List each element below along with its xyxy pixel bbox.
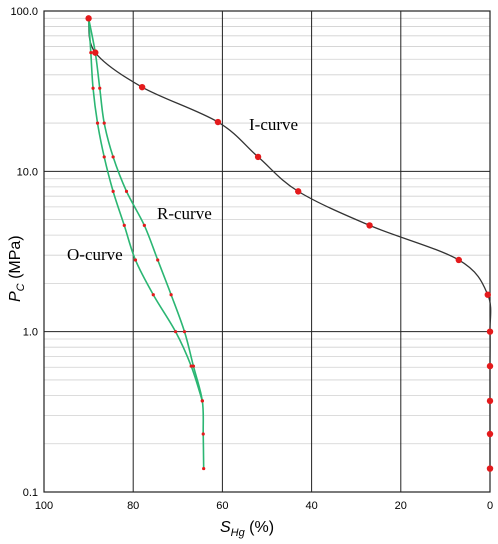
y-tick-label: 100.0 — [10, 6, 38, 18]
o-curve-label: O-curve — [67, 245, 123, 264]
plot-border — [43, 10, 491, 493]
i-curve-point — [486, 397, 494, 405]
x-tick-label: 80 — [127, 500, 139, 512]
y-tick-label: 0.1 — [23, 487, 38, 499]
r-curve-point — [102, 121, 106, 125]
o-curve-point — [122, 223, 126, 228]
o-curve-point — [200, 399, 204, 403]
i-curve-point — [486, 328, 494, 335]
r-curve-point — [191, 364, 196, 368]
x-tick-label: 20 — [395, 500, 407, 512]
o-curve-point — [89, 51, 93, 55]
x-axis-label: SHg (%) — [220, 519, 274, 539]
o-curve-point — [87, 16, 91, 20]
o-curve-point — [133, 258, 138, 262]
r-curve-point — [201, 432, 205, 436]
i-curve-point — [486, 362, 494, 370]
o-curve-point — [111, 189, 115, 193]
x-tick-label: 100 — [35, 500, 53, 512]
i-curve-point — [455, 256, 462, 264]
o-curve-point — [189, 364, 193, 368]
x-tick-label: 40 — [305, 500, 317, 512]
r-curve-line — [87, 18, 205, 469]
plot-frame — [43, 10, 491, 493]
x-tick-label: 0 — [487, 500, 493, 512]
y-axis-label: PC (MPa) — [7, 235, 27, 302]
r-curve-point — [156, 258, 160, 262]
i-curve-label: I-curve — [249, 115, 298, 134]
i-curve-point — [138, 83, 146, 91]
data-points — [85, 15, 494, 472]
x-tick-labels: 100 80 60 40 20 0 — [35, 500, 493, 512]
r-curve-point — [98, 86, 102, 90]
o-curve-point — [173, 330, 178, 334]
r-curve-point — [169, 293, 173, 297]
x-tick-label: 60 — [216, 500, 228, 512]
r-curve-point — [124, 189, 129, 193]
i-curve-point — [295, 188, 302, 195]
r-curve-point — [182, 330, 187, 334]
o-curve-line — [87, 18, 204, 402]
r-curve-point — [111, 155, 115, 159]
o-curve-point — [95, 121, 100, 125]
r-curve-point — [202, 466, 206, 471]
r-curve-point — [93, 51, 97, 55]
r-curve-point — [142, 223, 146, 228]
r-curve-label: R-curve — [157, 204, 212, 223]
i-curve-point — [366, 222, 373, 229]
i-curve-point — [214, 118, 222, 126]
y-tick-label: 1.0 — [23, 327, 38, 339]
o-curve-point — [91, 86, 95, 90]
o-curve-point — [102, 155, 106, 159]
grid — [44, 11, 490, 492]
o-curve-point — [151, 293, 155, 297]
curves — [87, 18, 492, 469]
i-curve-point — [254, 153, 262, 161]
i-curve-point — [486, 465, 494, 472]
i-curve-line — [87, 18, 492, 469]
y-tick-label: 10.0 — [17, 166, 38, 178]
i-curve-point — [486, 430, 494, 438]
i-curve-point — [484, 291, 491, 298]
y-tick-labels: 100.0 10.0 1.0 0.1 — [10, 6, 38, 499]
